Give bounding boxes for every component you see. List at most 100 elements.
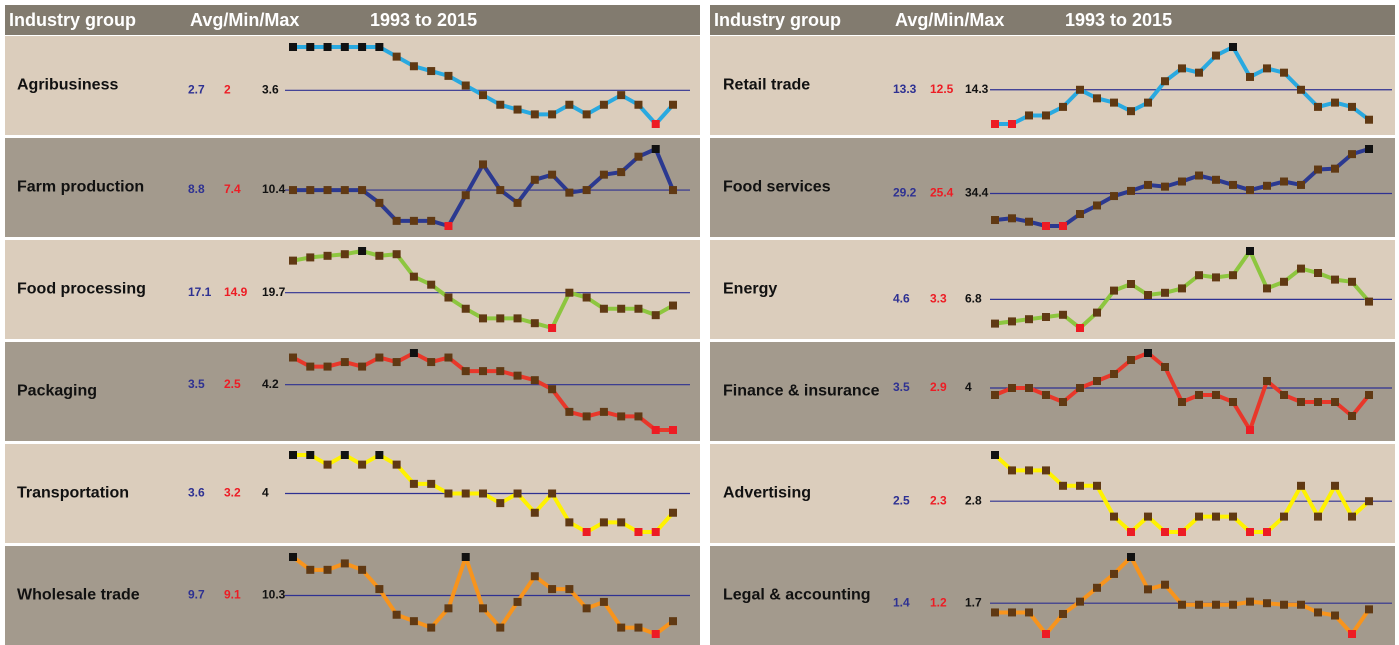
point-marker [1042, 630, 1050, 638]
max-label: 4.2 [262, 377, 279, 391]
point-marker [340, 559, 349, 568]
max-label: 1.7 [965, 595, 982, 609]
point-marker [617, 412, 626, 421]
point-marker [548, 170, 557, 179]
point-marker [530, 110, 539, 119]
point-marker [617, 304, 626, 313]
point-marker [1178, 600, 1186, 609]
min-label: 3.3 [930, 292, 947, 306]
point-marker [1229, 398, 1237, 406]
point-marker [306, 186, 315, 195]
point-marker [582, 186, 591, 195]
point-marker [1076, 85, 1084, 94]
point-marker [513, 198, 522, 207]
point-marker [427, 358, 436, 367]
point-marker [306, 43, 315, 51]
point-marker [1110, 512, 1118, 521]
point-marker [1365, 115, 1373, 124]
point-marker [1212, 273, 1220, 282]
point-marker [669, 301, 677, 310]
point-marker [513, 105, 522, 114]
avg-label: 2.5 [893, 493, 910, 507]
point-marker [375, 43, 384, 51]
header-label: Avg/Min/Max [895, 10, 1004, 30]
point-marker [530, 376, 539, 385]
max-label: 34.4 [965, 186, 989, 200]
row-background [5, 36, 700, 135]
point-marker [1161, 288, 1169, 297]
point-marker [323, 186, 332, 195]
point-marker [565, 100, 574, 109]
point-marker [1093, 201, 1101, 210]
point-marker [599, 407, 608, 416]
point-marker [1348, 630, 1356, 638]
point-marker [289, 353, 297, 362]
point-marker [530, 175, 539, 184]
point-marker [358, 362, 367, 371]
row-background [710, 36, 1395, 135]
point-marker [289, 186, 297, 195]
max-label: 4 [262, 486, 269, 500]
row-name: Farm production [17, 179, 144, 196]
point-marker [1297, 481, 1305, 490]
point-marker [1212, 391, 1220, 399]
point-marker [582, 528, 591, 536]
point-marker [651, 630, 660, 638]
point-marker [1178, 64, 1186, 73]
point-marker [409, 617, 418, 626]
avg-label: 13.3 [893, 82, 917, 96]
point-marker [1008, 466, 1016, 475]
point-marker [1093, 308, 1101, 317]
point-marker [427, 479, 436, 488]
point-marker [444, 489, 453, 498]
point-marker [1110, 98, 1118, 107]
min-label: 2.5 [224, 377, 241, 391]
point-marker [1280, 600, 1288, 609]
row-name: Finance & insurance [723, 383, 880, 400]
point-marker [1229, 600, 1237, 609]
point-marker [1229, 180, 1237, 189]
point-marker [306, 362, 315, 371]
max-label: 19.7 [262, 285, 286, 299]
point-marker [1246, 597, 1254, 606]
min-label: 7.4 [224, 182, 241, 196]
point-marker [1365, 391, 1373, 399]
header-bar [710, 5, 1395, 35]
point-marker [1297, 264, 1305, 273]
point-marker [1127, 356, 1135, 364]
point-marker [513, 371, 522, 380]
point-marker [1144, 512, 1152, 521]
point-marker [1348, 102, 1356, 111]
row-name: Food services [723, 179, 831, 196]
point-marker [1195, 271, 1203, 280]
point-marker [340, 186, 349, 195]
point-marker [496, 499, 505, 508]
point-marker [1348, 150, 1356, 159]
point-marker [409, 479, 418, 488]
point-marker [991, 216, 999, 225]
point-marker [409, 272, 418, 281]
point-marker [617, 168, 626, 177]
point-marker [513, 314, 522, 323]
point-marker [323, 460, 332, 469]
header-label: 1993 to 2015 [370, 10, 477, 30]
point-marker [289, 43, 297, 51]
header-label: Industry group [9, 10, 136, 30]
point-marker [340, 358, 349, 367]
point-marker [1263, 599, 1271, 608]
point-marker [1042, 466, 1050, 475]
point-marker [991, 120, 999, 128]
point-marker [1127, 280, 1135, 288]
point-marker [358, 565, 367, 574]
point-marker [427, 67, 436, 76]
point-marker [1280, 177, 1288, 186]
point-marker [1042, 391, 1050, 399]
point-marker [1093, 481, 1101, 490]
max-label: 4 [965, 380, 972, 394]
point-marker [617, 91, 626, 100]
point-marker [582, 293, 591, 302]
point-marker [1331, 398, 1339, 406]
point-marker [1110, 370, 1118, 378]
point-marker [461, 553, 470, 561]
point-marker [1076, 384, 1084, 392]
